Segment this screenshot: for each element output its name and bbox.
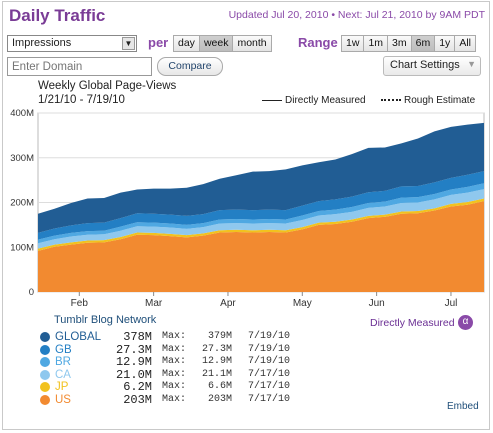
series-swatch-icon[interactable]: [40, 394, 50, 407]
range-6m-button[interactable]: 6m: [410, 35, 436, 52]
max-label: Max:: [162, 356, 187, 367]
series-max-date: 7/17/10: [248, 381, 291, 392]
compare-button[interactable]: Compare: [157, 57, 223, 76]
series-swatch-icon[interactable]: [40, 381, 50, 394]
chart-settings-button[interactable]: Chart Settings ▼: [383, 56, 481, 76]
legend-measured: Directly Measured: [262, 95, 366, 106]
chevron-down-icon[interactable]: ▼: [122, 37, 135, 50]
chart-title-block: Weekly Global Page-Views 1/21/10 - 7/19/…: [38, 79, 176, 107]
y-tick-label: 400M: [10, 108, 34, 119]
range-label: Range: [298, 35, 338, 50]
series-value: 203M: [123, 392, 152, 407]
legend-estimate: Rough Estimate: [381, 95, 475, 106]
per-week-button[interactable]: week: [198, 35, 234, 52]
y-tick-label: 100M: [10, 242, 34, 253]
range-1w-button[interactable]: 1w: [341, 35, 365, 52]
stats-table: GLOBAL 378M Max: 379M 7/19/10 GB 27.3M Max: 27.3…: [40, 331, 290, 406]
x-tick-label: Feb: [71, 298, 89, 309]
max-label: Max:: [162, 368, 187, 380]
metric-select[interactable]: Impressions ▼: [7, 35, 137, 52]
x-tick-label: May: [293, 298, 312, 309]
series-swatch-icon[interactable]: [40, 356, 50, 369]
series-swatch-icon[interactable]: [40, 331, 50, 344]
per-button-group: day week month: [173, 35, 272, 52]
stats-row: BR 12.9M Max: 12.9M 7/19/10: [40, 356, 290, 369]
range-button-group: 1w 1m 3m 6m 1y All: [341, 35, 476, 52]
series-max: 12.9M: [202, 356, 233, 367]
chart-settings-label: Chart Settings: [390, 59, 460, 71]
x-tick-label: Jul: [445, 298, 458, 309]
alpha-badge-icon[interactable]: α: [458, 315, 473, 330]
series-name[interactable]: CA: [55, 368, 71, 381]
series-name[interactable]: JP: [55, 381, 69, 393]
series-name[interactable]: BR: [55, 356, 71, 368]
series-value: 27.3M: [115, 342, 152, 357]
y-tick-label: 300M: [10, 153, 34, 164]
network-title[interactable]: Tumblr Blog Network: [54, 314, 157, 326]
max-label: Max:: [162, 343, 187, 355]
series-max: 27.3M: [202, 343, 233, 355]
series-max-date: 7/19/10: [248, 343, 291, 355]
range-1m-button[interactable]: 1m: [363, 35, 389, 52]
dotted-line-icon: [381, 99, 401, 102]
area-series-us: [38, 201, 484, 292]
x-tick-label: Jun: [369, 298, 385, 309]
directly-measured-label: Directly Measured: [370, 317, 455, 329]
per-month-button[interactable]: month: [232, 35, 272, 52]
stats-row: CA 21.0M Max: 21.1M 7/17/10: [40, 367, 291, 382]
series-max-date: 7/19/10: [248, 356, 291, 367]
traffic-area-chart: 0 100M 200M 300M 400M Feb Mar Apr May Jun Jul: [10, 108, 485, 309]
series-max-date: 7/17/10: [248, 368, 291, 380]
series-max: 21.1M: [202, 368, 233, 380]
series-name[interactable]: GB: [55, 343, 72, 356]
chart-title: Weekly Global Page-Views: [38, 80, 177, 92]
legend-estimate-label: Rough Estimate: [404, 95, 476, 106]
series-value: 21.0M: [115, 367, 152, 382]
metric-select-value: Impressions: [12, 37, 72, 49]
series-value: 378M: [123, 330, 152, 344]
embed-link[interactable]: Embed: [447, 401, 479, 412]
x-tick-label: Apr: [220, 298, 236, 309]
series-max: 379M: [208, 331, 233, 342]
solid-line-icon: [262, 99, 282, 101]
update-timestamp: Updated Jul 20, 2010 • Next: Jul 21, 201…: [228, 9, 485, 21]
x-tick-label: Mar: [145, 298, 163, 309]
series-value: 12.9M: [115, 355, 152, 369]
y-tick-label: 200M: [10, 198, 34, 209]
stats-row: JP 6.2M Max: 6.6M 7/17/10: [40, 381, 290, 394]
page-title: Daily Traffic: [9, 6, 106, 25]
per-label: per: [148, 35, 169, 50]
range-3m-button[interactable]: 3m: [387, 35, 412, 52]
stats-row: GB 27.3M Max: 27.3M 7/19/10: [40, 342, 291, 357]
series-max: 6.6M: [208, 381, 233, 392]
range-1y-button[interactable]: 1y: [434, 35, 456, 52]
series-max: 203M: [208, 393, 233, 405]
series-swatch-icon[interactable]: [40, 369, 50, 382]
stats-row: GLOBAL 378M Max: 379M 7/19/10: [40, 331, 290, 344]
series-name[interactable]: GLOBAL: [55, 331, 102, 343]
series-max-date: 7/17/10: [248, 393, 291, 405]
area-series-global: [38, 122, 484, 233]
max-label: Max:: [162, 381, 187, 392]
legend-measured-label: Directly Measured: [285, 95, 366, 106]
series-swatch-icon[interactable]: [40, 344, 50, 357]
per-day-button[interactable]: day: [173, 35, 200, 52]
max-label: Max:: [162, 331, 187, 342]
max-label: Max:: [162, 393, 187, 405]
series-name[interactable]: US: [55, 393, 71, 406]
range-all-button[interactable]: All: [454, 35, 476, 52]
stats-row: US 203M Max: 203M 7/17/10: [40, 392, 291, 407]
y-tick-label: 0: [29, 287, 34, 298]
series-max-date: 7/19/10: [248, 331, 291, 342]
series-value: 6.2M: [123, 380, 152, 394]
chevron-down-icon: ▼: [467, 59, 476, 69]
chart-subtitle: 1/21/10 - 7/19/10: [38, 94, 125, 106]
domain-input[interactable]: [7, 57, 152, 76]
